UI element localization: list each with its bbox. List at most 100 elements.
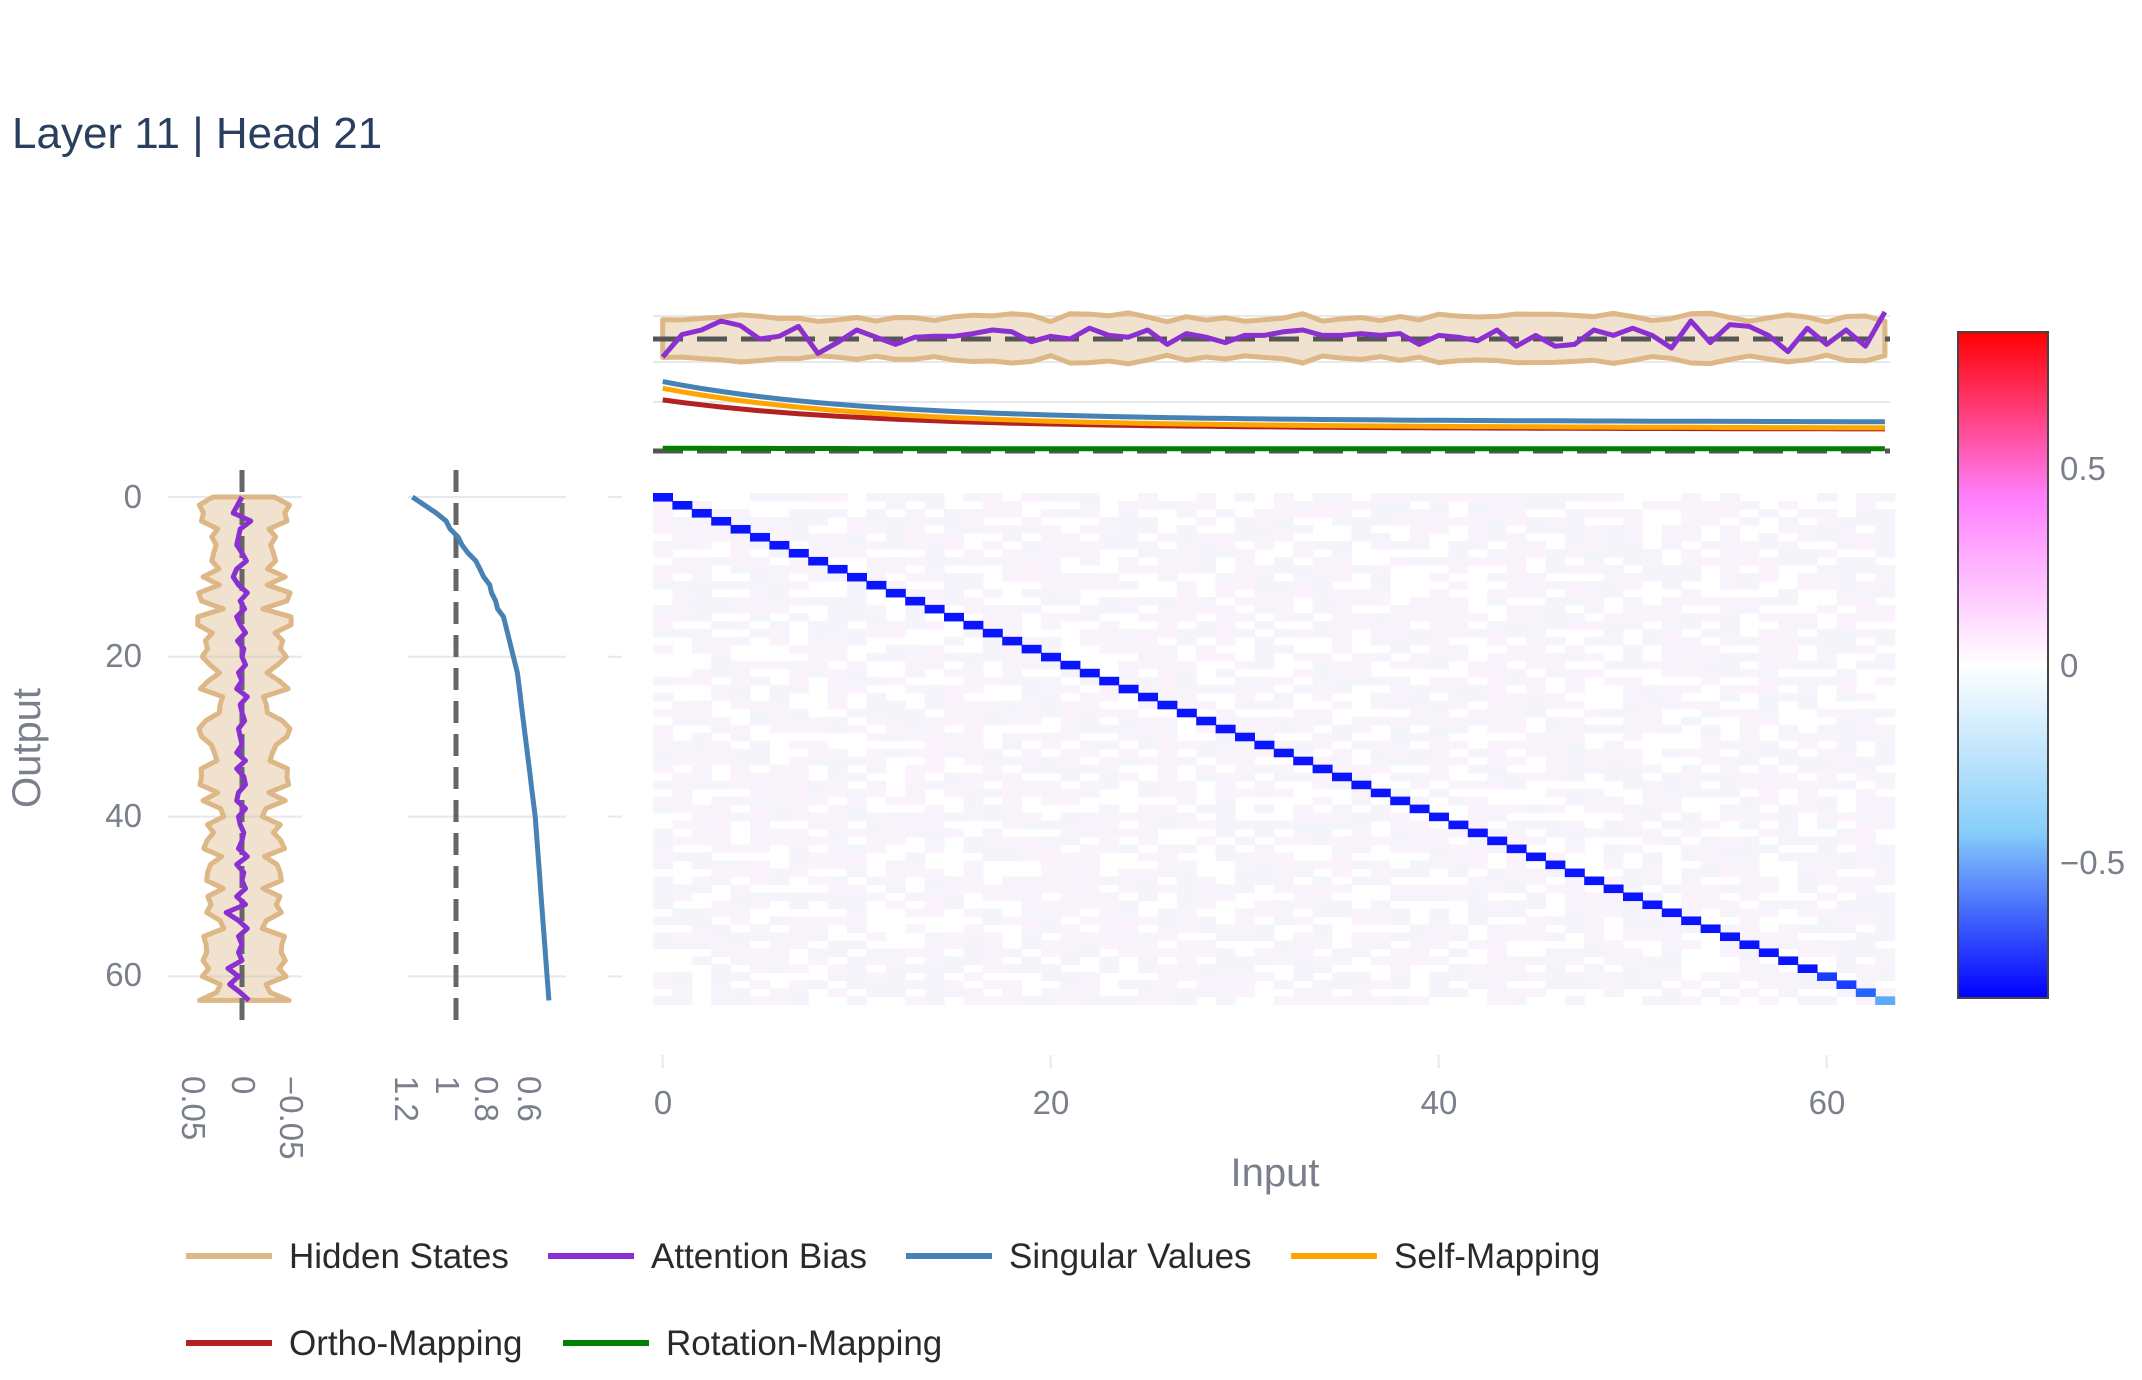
heatmap-cell [1758, 748, 1779, 758]
heatmap-cell [1138, 732, 1158, 742]
heatmap-cell [1564, 700, 1585, 710]
heatmap-cell [1700, 788, 1721, 798]
legend-label: Self-Mapping [1394, 1237, 1600, 1276]
heatmap-cell [1079, 788, 1100, 798]
heatmap-cell [1041, 900, 1061, 910]
heatmap-cell [1215, 852, 1236, 862]
heatmap-cell [1196, 916, 1217, 926]
heatmap-cell [1002, 500, 1023, 510]
heatmap-cell [847, 980, 867, 989]
heatmap-cell [1661, 748, 1682, 758]
heatmap-cell [1681, 668, 1702, 678]
heatmap-cell [711, 724, 732, 734]
heatmap-cell [1700, 900, 1721, 910]
heatmap-cell [1429, 828, 1449, 838]
heatmap-cell [1603, 524, 1624, 534]
heatmap-cell [1293, 900, 1314, 910]
heatmap-cell [1332, 564, 1352, 574]
heatmap-cell [1875, 612, 1896, 622]
heatmap-cell [1138, 780, 1158, 790]
heatmap-cell [1390, 556, 1411, 566]
heatmap-cell [1021, 940, 1042, 950]
heatmap-cell [1079, 860, 1100, 870]
heatmap-cell [1079, 540, 1100, 550]
heatmap-cell [1312, 996, 1333, 1005]
heatmap-cell [769, 780, 790, 790]
heatmap-cell [1487, 708, 1508, 718]
heatmap-cell [1526, 956, 1546, 966]
heatmap-cell [1099, 516, 1120, 526]
heatmap-cell [1351, 788, 1372, 798]
heatmap-cell [982, 964, 1003, 973]
heatmap-cell [1661, 596, 1682, 606]
heatmap-cell [1041, 732, 1061, 742]
heatmap-cell [1312, 676, 1333, 686]
heatmap-cell [1041, 948, 1061, 958]
heatmap-cell [1875, 588, 1896, 598]
heatmap-cell [1545, 828, 1566, 838]
heatmap-cell [963, 988, 984, 997]
heatmap-cell [1739, 812, 1760, 822]
heatmap-cell [750, 892, 770, 902]
heatmap-cell [1758, 884, 1779, 894]
heatmap-cell [905, 828, 926, 838]
heatmap-cell [1506, 740, 1527, 750]
heatmap-cell [1467, 844, 1488, 854]
heatmap-cell [711, 972, 732, 981]
heatmap-cell [808, 812, 829, 822]
heatmap-cell [1603, 532, 1624, 542]
heatmap-cell [1021, 892, 1042, 902]
heatmap-cell [827, 493, 848, 502]
heatmap-cell [1506, 644, 1527, 654]
heatmap-cell [1157, 740, 1178, 750]
heatmap-cell [1758, 932, 1779, 942]
heatmap-cell [808, 532, 829, 542]
heatmap-cell [963, 804, 984, 814]
heatmap-cell [1079, 900, 1100, 910]
heatmap-cell [1273, 900, 1294, 910]
heatmap-cell [1390, 684, 1411, 694]
heatmap-cell [1778, 636, 1799, 646]
heatmap-cell [1099, 636, 1120, 646]
heatmap-cell [827, 804, 848, 814]
heatmap-cell [730, 564, 751, 574]
heatmap-cell [1817, 796, 1837, 806]
heatmap-cell [847, 908, 867, 918]
heatmap-cell [1293, 524, 1314, 534]
heatmap-cell [847, 996, 867, 1005]
heatmap-cell [944, 876, 964, 886]
heatmap-cell [1545, 724, 1566, 734]
heatmap-cell [1661, 988, 1682, 997]
heatmap-cell [672, 700, 693, 710]
heatmap-cell [1526, 540, 1546, 550]
heatmap-cell [1390, 636, 1411, 646]
heatmap-cell [847, 756, 867, 766]
heatmap-cell [1875, 564, 1896, 574]
heatmap-cell [1002, 876, 1023, 886]
heatmap-cell [1332, 980, 1352, 989]
heatmap-cell [944, 684, 964, 694]
heatmap-cell [1099, 956, 1120, 966]
heatmap-cell [1293, 988, 1314, 997]
heatmap-cell [1448, 892, 1469, 902]
heatmap-cell [1021, 700, 1042, 710]
heatmap-cell [1312, 500, 1333, 510]
heatmap-cell [1797, 972, 1818, 981]
heatmap-cell [1176, 596, 1197, 606]
heatmap-cell [1720, 508, 1740, 518]
heatmap-cell [1720, 692, 1740, 702]
heatmap-cell [691, 588, 712, 598]
heatmap-cell [1293, 740, 1314, 750]
heatmap-cell [1312, 772, 1333, 782]
heatmap-cell [1603, 708, 1624, 718]
heatmap-cell [866, 572, 887, 582]
heatmap-cell [1293, 804, 1314, 814]
heatmap-cell [1681, 852, 1702, 862]
heatmap-cell [1002, 772, 1023, 782]
heatmap-cell [1429, 676, 1449, 686]
heatmap-cell [1720, 548, 1740, 558]
heatmap-cell [1487, 548, 1508, 558]
heatmap-cell [691, 716, 712, 726]
heatmap-cell [1661, 924, 1682, 934]
heatmap-cell [1564, 892, 1585, 902]
